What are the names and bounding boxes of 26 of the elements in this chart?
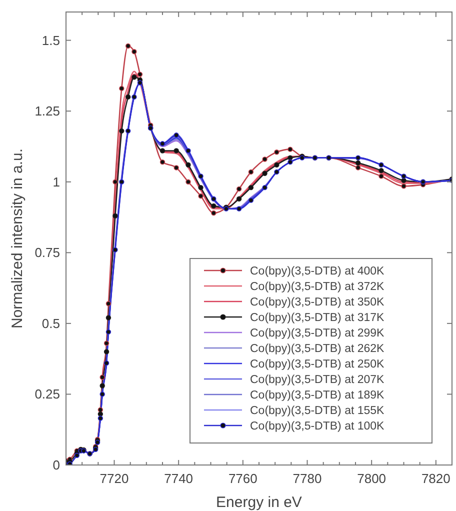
legend-label: Co(bpy)(3,5-DTB) at 350K	[250, 296, 385, 308]
x-tick-label: 7760	[228, 471, 258, 486]
x-tick-label: 7800	[357, 471, 386, 486]
x-tick-label: 7720	[100, 471, 129, 486]
legend-label: Co(bpy)(3,5-DTB) at 155K	[250, 405, 385, 417]
legend-label: Co(bpy)(3,5-DTB) at 299K	[250, 328, 385, 340]
legend-label: Co(bpy)(3,5-DTB) at 250K	[250, 358, 385, 370]
legend-label: Co(bpy)(3,5-DTB) at 207K	[250, 374, 385, 386]
y-tick-label: 1.25	[34, 104, 60, 119]
y-axis-title: Normalized intensity in a.u.	[9, 148, 26, 329]
y-tick-label: 0	[52, 458, 60, 472]
x-tick-label: 7820	[421, 471, 450, 486]
y-tick-label: 0.5	[42, 316, 60, 331]
x-tick-label: 7780	[292, 471, 322, 486]
legend-label: Co(bpy)(3,5-DTB) at 317K	[250, 312, 385, 324]
legend-label: Co(bpy)(3,5-DTB) at 189K	[250, 390, 385, 402]
y-tick-label: 0.75	[34, 245, 60, 260]
legend-label: Co(bpy)(3,5-DTB) at 262K	[250, 343, 385, 355]
legend-label: Co(bpy)(3,5-DTB) at 100K	[250, 420, 385, 432]
x-tick-label: 7740	[164, 471, 194, 486]
y-tick-label: 0.25	[34, 386, 60, 402]
legend-label: Co(bpy)(3,5-DTB) at 372K	[250, 281, 385, 293]
x-axis-title: Energy in eV	[216, 494, 302, 511]
legend-label: Co(bpy)(3,5-DTB) at 400K	[250, 266, 385, 278]
y-tick-label: 1.5	[42, 32, 60, 48]
y-tick-label: 1	[52, 174, 60, 190]
